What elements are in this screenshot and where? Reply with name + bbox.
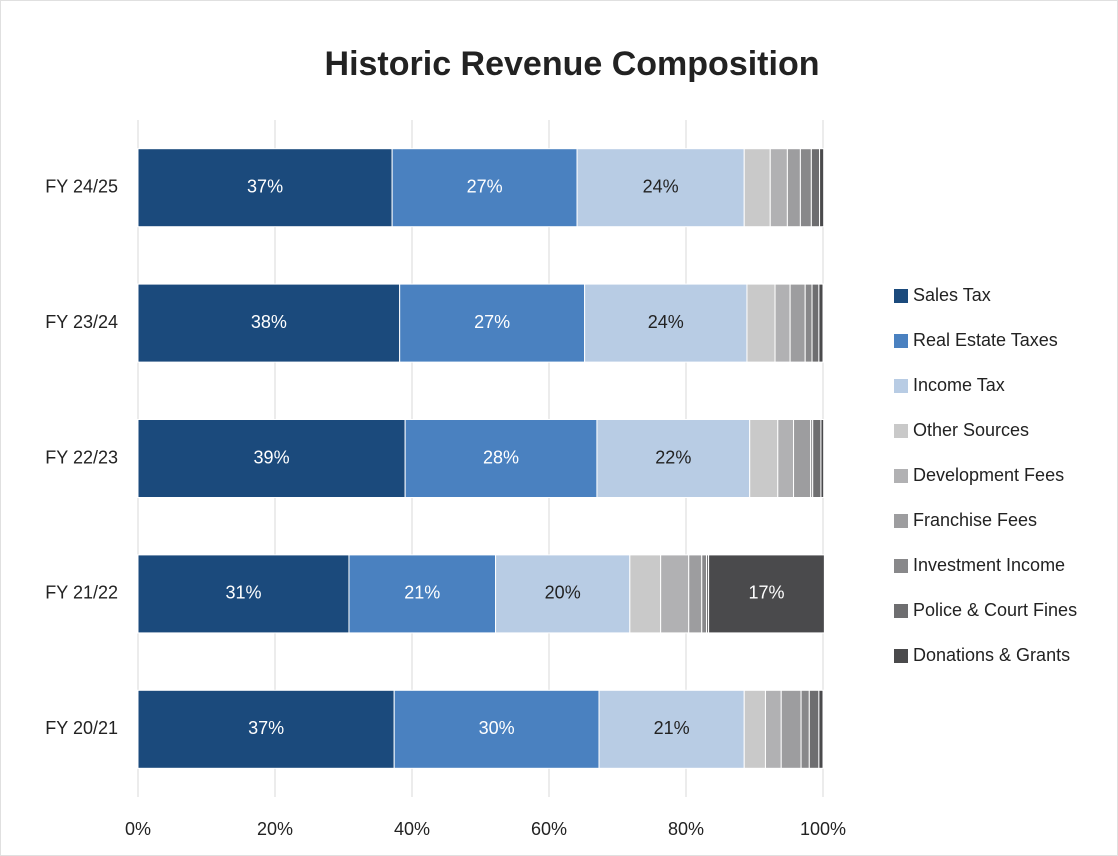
legend-swatch	[894, 559, 908, 573]
x-tick-label: 100%	[800, 819, 846, 839]
legend-swatch	[894, 514, 908, 528]
bar-segment	[393, 689, 600, 769]
bar-segment	[598, 689, 745, 769]
legend-label: Sales Tax	[913, 285, 991, 305]
legend-label: Donations & Grants	[913, 645, 1070, 665]
x-tick-label: 80%	[668, 819, 704, 839]
bar-segment	[789, 283, 806, 363]
bar-segment	[799, 148, 812, 228]
bar-segment	[777, 419, 795, 498]
bar-segment	[769, 148, 788, 228]
y-tick-label: FY 22/23	[45, 447, 118, 467]
bar-segment	[774, 283, 791, 363]
bar-segment	[404, 419, 598, 498]
legend-swatch	[894, 469, 908, 483]
chart-title: Historic Revenue Composition	[325, 45, 820, 83]
data-label: 39%	[254, 447, 290, 467]
bar-segment	[391, 148, 578, 228]
bar-segment	[818, 689, 824, 769]
bar-segment	[819, 148, 825, 228]
bar-segment	[764, 689, 782, 769]
y-tick-label: FY 23/24	[45, 312, 118, 332]
data-label: 21%	[404, 583, 440, 603]
legend-label: Development Fees	[913, 465, 1064, 485]
bar-segment	[812, 419, 822, 498]
legend-label: Franchise Fees	[913, 510, 1037, 530]
data-label: 22%	[655, 447, 691, 467]
legend-swatch	[894, 334, 908, 348]
bar-segment	[808, 689, 820, 769]
bar-segment	[584, 283, 748, 363]
data-label: 30%	[479, 718, 515, 738]
data-label: 27%	[467, 176, 503, 196]
legend-swatch	[894, 289, 908, 303]
y-tick-label: FY 20/21	[45, 718, 118, 738]
legend-swatch	[894, 604, 908, 618]
bar-segment	[810, 148, 821, 228]
legend-label: Police & Court Fines	[913, 600, 1077, 620]
data-label: 28%	[483, 447, 519, 467]
bar-segment	[800, 689, 810, 769]
bar-segment	[348, 554, 497, 634]
bar-segment	[137, 554, 350, 634]
y-tick-label: FY 24/25	[45, 176, 118, 196]
data-label: 38%	[251, 312, 287, 332]
legend-label: Other Sources	[913, 420, 1029, 440]
bar-segment	[137, 419, 406, 498]
bar-segment	[820, 419, 825, 498]
bar-segment	[399, 283, 586, 363]
bar-segment	[746, 283, 776, 363]
data-label: 21%	[654, 718, 690, 738]
bar-segment	[786, 148, 801, 228]
legend-label: Real Estate Taxes	[913, 330, 1058, 350]
data-label: 31%	[225, 583, 261, 603]
data-label: 37%	[247, 176, 283, 196]
data-label: 24%	[648, 312, 684, 332]
data-label: 17%	[748, 583, 784, 603]
bar-segment	[708, 554, 825, 634]
bar-segment	[495, 554, 631, 634]
bar-segment	[137, 689, 395, 769]
x-tick-label: 0%	[125, 819, 151, 839]
bar-segment	[804, 283, 813, 363]
bar-segment	[793, 419, 812, 498]
legend-label: Income Tax	[913, 375, 1005, 395]
x-tick-label: 20%	[257, 819, 293, 839]
legend-swatch	[894, 649, 908, 663]
bar-segment	[811, 283, 820, 363]
bar-segment	[701, 554, 708, 634]
bar-segment	[576, 148, 745, 228]
bar-segment	[137, 283, 401, 363]
data-label: 37%	[248, 718, 284, 738]
legend-label: Investment Income	[913, 555, 1065, 575]
data-label: 24%	[643, 176, 679, 196]
bar-segment	[780, 689, 802, 769]
bar-segment	[749, 419, 779, 498]
bar-segment	[818, 283, 824, 363]
x-tick-label: 40%	[394, 819, 430, 839]
x-tick-label: 60%	[531, 819, 567, 839]
data-label: 20%	[545, 583, 581, 603]
bar-segment	[629, 554, 662, 634]
bar-segment	[660, 554, 690, 634]
bar-segment	[596, 419, 751, 498]
bar-segment	[688, 554, 703, 634]
y-tick-label: FY 21/22	[45, 583, 118, 603]
legend-swatch	[894, 379, 908, 393]
bar-segment	[743, 148, 771, 228]
legend-swatch	[894, 424, 908, 438]
data-label: 27%	[474, 312, 510, 332]
bar-segment	[743, 689, 766, 769]
